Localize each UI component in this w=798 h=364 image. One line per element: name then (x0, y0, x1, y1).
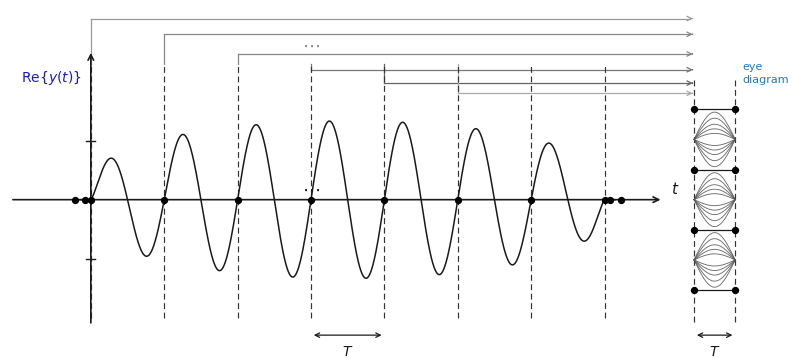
Point (688, 287, 701, 293)
Point (525, 197, 538, 203)
Point (614, 197, 627, 203)
Point (729, 287, 741, 293)
Point (231, 197, 244, 203)
Point (729, 227, 741, 233)
Text: $T$: $T$ (709, 345, 721, 359)
Point (688, 167, 701, 173)
Text: eye
diagram: eye diagram (742, 62, 789, 85)
Point (688, 227, 701, 233)
Text: $t$: $t$ (670, 181, 679, 197)
Point (729, 106, 741, 112)
Point (378, 197, 391, 203)
Text: $\mathrm{Re}\{y(t)\}$: $\mathrm{Re}\{y(t)\}$ (22, 68, 82, 87)
Point (78, 197, 91, 203)
Point (452, 197, 464, 203)
Point (604, 197, 617, 203)
Point (305, 197, 318, 203)
Point (729, 167, 741, 173)
Point (598, 197, 611, 203)
Point (158, 197, 171, 203)
Text: $T$: $T$ (342, 345, 354, 359)
Point (69, 197, 81, 203)
Text: $\cdots$: $\cdots$ (302, 37, 320, 55)
Text: $\cdots$: $\cdots$ (302, 181, 320, 199)
Point (688, 106, 701, 112)
Point (85, 197, 97, 203)
